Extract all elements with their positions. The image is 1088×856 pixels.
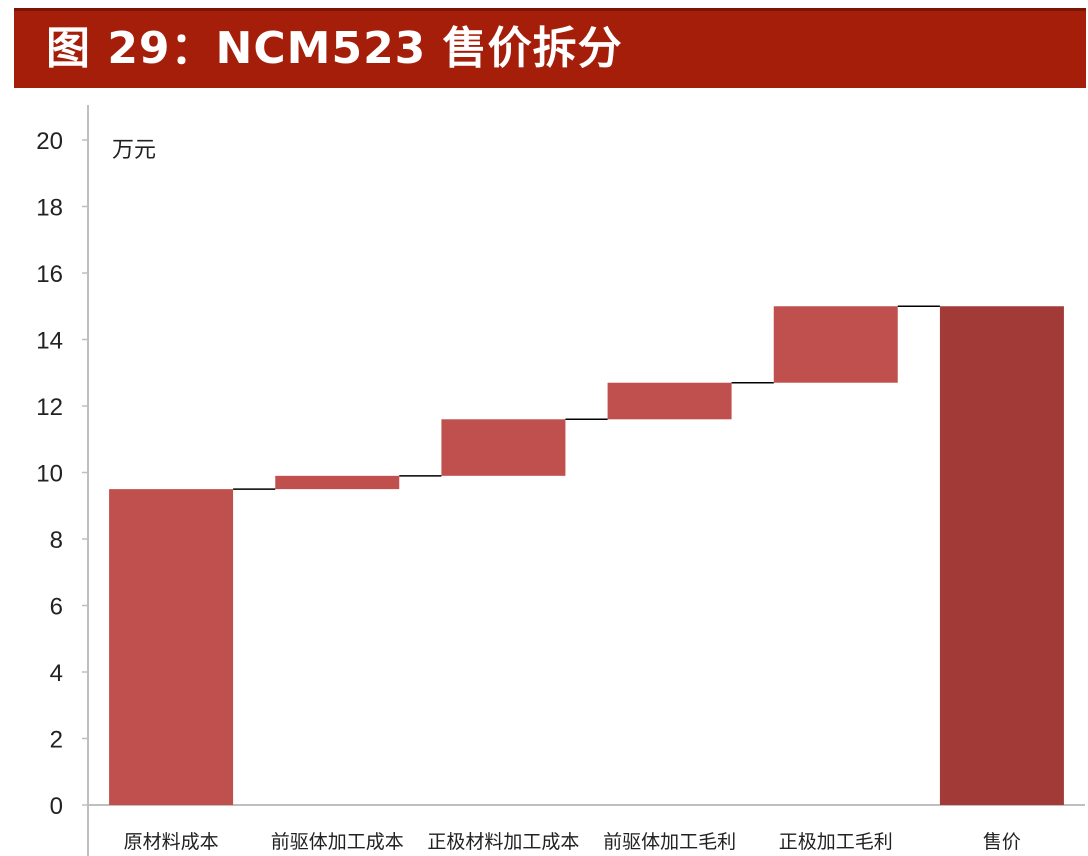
x-category-label: 前驱体加工成本 bbox=[271, 831, 404, 853]
y-tick-label: 12 bbox=[36, 394, 63, 421]
y-tick-label: 10 bbox=[36, 461, 63, 488]
y-tick-label: 6 bbox=[50, 594, 63, 621]
bar-6 bbox=[939, 306, 1064, 805]
x-category-label: 售价 bbox=[983, 831, 1021, 853]
bar-5 bbox=[773, 306, 898, 383]
y-axis: 0 2 4 6 8 10 12 14 16 18 20 bbox=[36, 105, 89, 856]
y-tick-label: 16 bbox=[36, 261, 63, 288]
y-tick-label: 0 bbox=[50, 793, 63, 820]
connectors bbox=[233, 305, 940, 490]
x-category-label: 正极材料加工成本 bbox=[427, 831, 579, 853]
y-tick-label: 2 bbox=[50, 727, 63, 754]
bar-1 bbox=[109, 489, 234, 805]
y-tick-label: 20 bbox=[36, 128, 63, 155]
labels: 原材料成本 前驱体加工成本 正极材料加工成本 前驱体加工毛利 正极加工毛利 售价 bbox=[124, 831, 1021, 853]
chart-title: 图 29：NCM523 售价拆分 bbox=[46, 23, 623, 74]
x-category-label: 原材料成本 bbox=[124, 831, 219, 853]
x-category-label: 前驱体加工毛利 bbox=[603, 831, 736, 853]
bar-4 bbox=[607, 382, 732, 420]
y-tick-label: 4 bbox=[50, 660, 63, 687]
y-tick-label: 14 bbox=[36, 328, 63, 355]
y-tick-label: 18 bbox=[36, 195, 63, 222]
y-tick-label: 8 bbox=[50, 527, 63, 554]
title-bar: 图 29：NCM523 售价拆分 bbox=[14, 8, 1086, 88]
bar-3 bbox=[441, 419, 566, 476]
bar-2 bbox=[275, 475, 400, 490]
bars bbox=[109, 306, 1064, 805]
y-unit-label: 万元 bbox=[112, 138, 156, 163]
x-category-label: 正极加工毛利 bbox=[779, 831, 893, 853]
